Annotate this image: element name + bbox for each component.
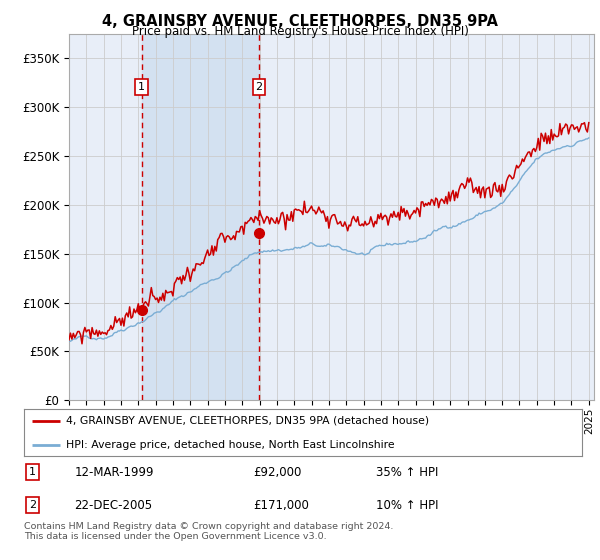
Text: 1: 1 — [29, 467, 36, 477]
Text: 12-MAR-1999: 12-MAR-1999 — [74, 465, 154, 479]
Text: £171,000: £171,000 — [253, 498, 308, 512]
Text: 2: 2 — [29, 500, 36, 510]
Text: 2: 2 — [256, 82, 263, 92]
Text: 4, GRAINSBY AVENUE, CLEETHORPES, DN35 9PA: 4, GRAINSBY AVENUE, CLEETHORPES, DN35 9P… — [102, 14, 498, 29]
Text: Contains HM Land Registry data © Crown copyright and database right 2024.
This d: Contains HM Land Registry data © Crown c… — [24, 522, 394, 542]
Text: £92,000: £92,000 — [253, 465, 301, 479]
Text: 1: 1 — [138, 82, 145, 92]
Text: 10% ↑ HPI: 10% ↑ HPI — [376, 498, 438, 512]
Text: 35% ↑ HPI: 35% ↑ HPI — [376, 465, 438, 479]
Text: HPI: Average price, detached house, North East Lincolnshire: HPI: Average price, detached house, Nort… — [66, 440, 394, 450]
Text: 22-DEC-2005: 22-DEC-2005 — [74, 498, 152, 512]
Bar — [142, 34, 259, 400]
Text: 4, GRAINSBY AVENUE, CLEETHORPES, DN35 9PA (detached house): 4, GRAINSBY AVENUE, CLEETHORPES, DN35 9P… — [66, 416, 429, 426]
Text: Price paid vs. HM Land Registry's House Price Index (HPI): Price paid vs. HM Land Registry's House … — [131, 25, 469, 38]
